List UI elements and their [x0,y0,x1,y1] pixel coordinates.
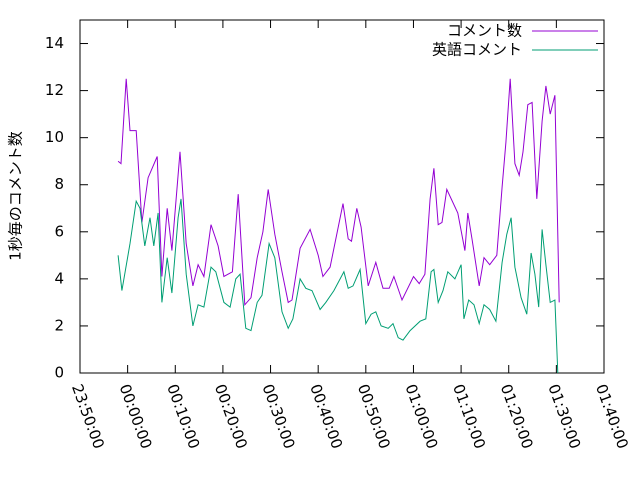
legend-label: コメント数 [447,22,522,40]
y-tick-label: 0 [54,364,64,382]
legend-label: 英語コメント [432,41,522,59]
x-tick-label: 01:10:00 [449,382,489,451]
x-tick-label: 00:30:00 [259,382,299,451]
line-series [117,198,559,374]
y-tick-label: 14 [45,34,64,52]
y-tick-label: 8 [54,175,64,193]
y-tick-label: 6 [54,222,64,240]
plot-frame [79,19,605,374]
y-tick-label: 2 [54,316,64,334]
y-tick-label: 12 [45,81,64,99]
x-tick-label: 00:00:00 [116,382,156,451]
line-series [117,78,560,307]
y-tick-label: 10 [45,128,64,146]
x-tick-label: 01:40:00 [592,382,632,451]
y-tick-label: 4 [54,269,64,287]
x-tick-label: 23:50:00 [68,382,108,451]
x-tick-label: 01:00:00 [401,382,441,451]
x-tick-label: 01:30:00 [544,382,584,451]
x-tick-label: 00:10:00 [163,382,203,451]
x-tick-label: 00:40:00 [306,382,346,451]
x-tick-label: 01:20:00 [497,382,537,451]
x-tick-label: 00:20:00 [211,382,251,451]
x-tick-label: 00:50:00 [354,382,394,451]
y-axis-label: 1秒毎のコメント数 [7,131,25,261]
